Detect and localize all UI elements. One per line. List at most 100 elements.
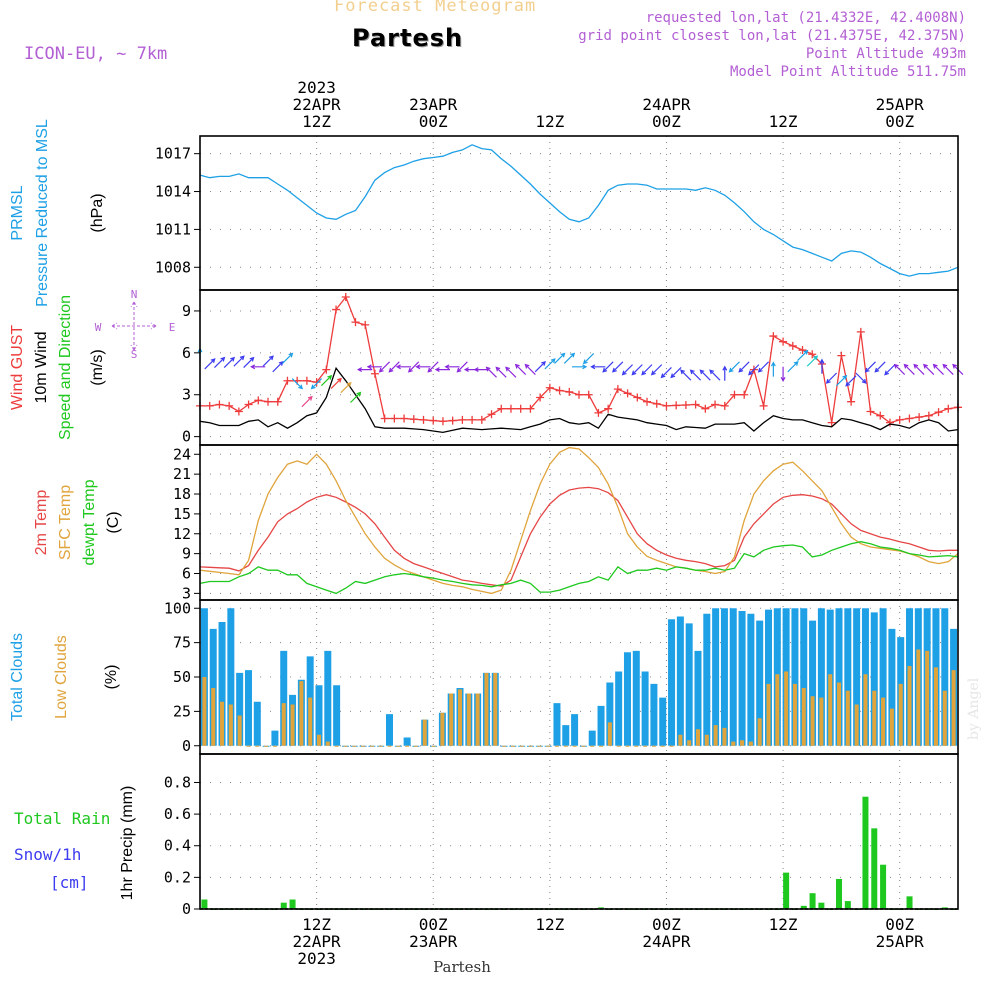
y-tick-label: 15 <box>173 505 191 523</box>
top-time-label: 12Z <box>302 112 331 131</box>
wind-arrow <box>590 364 606 370</box>
wind-arrow <box>330 377 342 389</box>
wind-arrow <box>415 364 431 370</box>
compass-w: W <box>95 321 102 334</box>
wind-arrow <box>709 369 721 381</box>
clouds-bar <box>396 745 401 747</box>
wind-arrow <box>641 364 653 376</box>
top-time-label: 25APR <box>876 95 925 114</box>
clouds-bar <box>740 740 745 746</box>
bottom-time-label: 00Z <box>652 915 681 934</box>
gust-marker <box>623 389 632 398</box>
clouds-bar <box>729 608 737 746</box>
wind-arrow <box>563 352 576 364</box>
clouds-bar <box>784 671 789 746</box>
wind-arrow <box>505 366 517 378</box>
wind-arrow <box>282 352 294 364</box>
gust-marker <box>370 369 379 378</box>
bottom-time-label: 22APR <box>293 932 342 951</box>
clouds-bar <box>810 696 815 746</box>
point-altitude: Point Altitude 493m <box>805 46 966 62</box>
clouds-bar <box>713 725 718 746</box>
gust-marker <box>244 400 253 409</box>
wind-arrow <box>780 366 786 383</box>
gust-marker <box>477 415 486 424</box>
gust-marker <box>720 401 729 410</box>
wind-arrow <box>301 395 313 408</box>
gust-marker <box>924 411 933 420</box>
clouds-bar <box>606 682 614 746</box>
y-tick-label: 100 <box>164 599 191 617</box>
gust-marker <box>380 414 389 423</box>
gust-marker <box>604 404 613 413</box>
clouds-bar <box>669 745 674 747</box>
clouds-bar <box>738 611 746 746</box>
clouds-bar <box>218 622 226 746</box>
clouds-bar <box>879 608 887 746</box>
precip-bar <box>783 872 790 909</box>
top-time-label: 24APR <box>642 95 691 114</box>
precip-bar <box>906 896 913 909</box>
clouds-bar <box>581 745 586 747</box>
snow-unit-label: [cm] <box>50 873 89 892</box>
clouds-bar <box>835 608 843 746</box>
clouds-bar <box>220 701 225 746</box>
clouds-bar <box>271 730 279 746</box>
gust-marker <box>254 396 263 405</box>
gust-marker <box>944 404 953 413</box>
clouds-bar <box>703 613 711 746</box>
precip-panel-frame <box>199 753 959 910</box>
compass-rose <box>111 301 157 351</box>
clouds-bar <box>872 690 877 746</box>
wind-arrow <box>582 353 595 365</box>
clouds-bar <box>722 727 727 746</box>
precip-bar <box>880 864 887 909</box>
gust-marker <box>575 390 583 399</box>
clouds-bar <box>731 741 736 746</box>
y-tick-label: 50 <box>173 668 191 686</box>
wind-arrow <box>845 375 857 387</box>
clouds-bar <box>870 612 878 746</box>
clouds-bar <box>466 693 471 746</box>
gust-marker <box>711 400 720 409</box>
clouds-bar <box>881 697 886 746</box>
gust-marker <box>934 408 943 417</box>
clouds-bar <box>747 613 755 746</box>
precip-bar <box>800 905 807 909</box>
bottom-time-label: 24APR <box>642 932 691 951</box>
clouds-bar <box>246 745 251 747</box>
temperature-series-line <box>199 541 959 595</box>
wind-arrow <box>434 367 450 373</box>
clouds-bar <box>484 672 489 746</box>
wind-arrow <box>722 365 728 381</box>
precip-bar <box>844 901 851 909</box>
wind-arrow <box>495 366 507 378</box>
pressure-panel-frame <box>199 135 959 291</box>
wind-arrow <box>554 352 566 364</box>
clouds-bar <box>623 652 631 746</box>
clouds-bar <box>844 608 852 746</box>
wind-unit: (m/s) <box>89 349 106 385</box>
gust-marker <box>458 415 467 424</box>
sfc-temp-label: SFC Temp <box>57 485 74 560</box>
bottom-time-label: 12Z <box>302 915 331 934</box>
clouds-bar <box>272 745 277 747</box>
y-tick-label: 1011 <box>155 220 191 238</box>
gust-marker <box>584 390 593 399</box>
clouds-bar <box>228 704 233 746</box>
gust-marker <box>856 327 865 336</box>
clouds-bar <box>756 620 764 746</box>
y-tick-label: 9 <box>182 302 191 320</box>
clouds-bar <box>281 703 286 746</box>
clouds-bar <box>757 718 762 746</box>
gust-marker <box>691 400 700 409</box>
clouds-bar <box>493 672 498 746</box>
gust-marker <box>555 386 564 395</box>
gust-marker <box>283 376 292 385</box>
precip-axis-label: 1hr Precip (mm) <box>119 786 136 901</box>
clouds-bar <box>845 690 850 746</box>
clouds-bar <box>651 745 656 747</box>
wind-arrow <box>340 381 352 394</box>
gust-marker <box>681 400 690 409</box>
